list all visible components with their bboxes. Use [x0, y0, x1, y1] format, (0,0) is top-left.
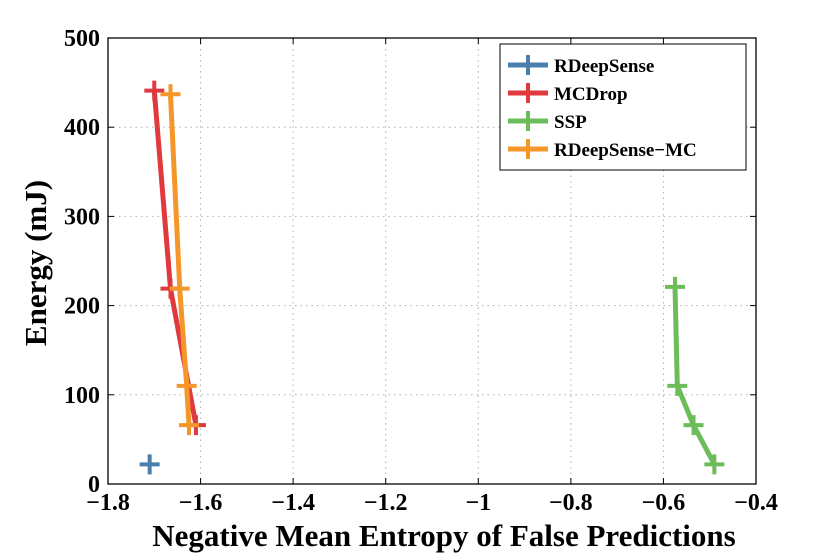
data-point-rdeepsense-mc-2 — [176, 375, 197, 396]
data-point-rdeepsense-mc-1 — [169, 278, 190, 299]
y-axis-title: Energy (mJ) — [18, 180, 53, 346]
series-line-ssp — [672, 286, 717, 466]
y-tick-label-5: 500 — [64, 26, 100, 52]
legend: RDeepSense MCDrop SSP RDeepSense−MC — [499, 43, 747, 171]
legend-entry-ssp: SSP — [508, 111, 587, 133]
axis-ticks — [107, 37, 757, 485]
x-tick-labels: −1.8 −1.6 −1.4 −1.2 −1 −0.8 −0.6 −0.4 — [86, 490, 778, 516]
x-axis-title: Negative Mean Entropy of False Predictio… — [152, 518, 735, 553]
series-rdeepsense — [139, 454, 160, 475]
legend-entry-rdeepsense: RDeepSense — [508, 55, 654, 77]
data-point-ssp-1 — [667, 375, 688, 396]
series-mcdrop — [144, 80, 206, 436]
data-point-ssp-0 — [665, 276, 685, 297]
y-tick-label-3: 300 — [64, 204, 100, 230]
plot-frame — [107, 37, 757, 485]
data-point-rdeepsense-0 — [139, 454, 160, 475]
legend-label-rdeepsense-mc: RDeepSense−MC — [554, 140, 697, 161]
legend-label-rdeepsense: RDeepSense — [554, 56, 654, 77]
series-rdeepsense-mc — [160, 84, 199, 436]
y-tick-label-0: 0 — [88, 472, 100, 498]
data-point-rdeepsense-mc-3 — [179, 415, 199, 436]
data-point-rdeepsense-mc-0 — [160, 84, 181, 105]
x-tick-label-7: −0.4 — [734, 490, 778, 516]
x-tick-label-6: −0.6 — [642, 490, 686, 516]
x-tick-label-4: −1 — [465, 490, 491, 516]
y-tick-label-4: 400 — [64, 115, 100, 141]
y-tick-label-1: 100 — [64, 383, 100, 409]
series-ssp — [665, 276, 725, 475]
y-tick-label-2: 200 — [64, 294, 100, 320]
legend-label-ssp: SSP — [554, 112, 587, 133]
x-tick-label-2: −1.4 — [271, 490, 315, 516]
legend-swatch-mcdrop — [508, 83, 548, 103]
legend-entry-rdeepsense-mc: RDeepSense−MC — [508, 139, 697, 161]
data-point-ssp-2 — [683, 415, 704, 436]
data-point-ssp-3 — [704, 454, 725, 475]
legend-entry-mcdrop: MCDrop — [508, 83, 628, 105]
x-tick-label-3: −1.2 — [364, 490, 408, 516]
series-line-rdeepsense-mc — [167, 94, 192, 426]
legend-swatch-ssp — [508, 111, 548, 131]
x-tick-label-5: −0.8 — [549, 490, 593, 516]
series-layer — [139, 80, 725, 475]
legend-label-mcdrop: MCDrop — [554, 84, 628, 105]
x-tick-label-1: −1.6 — [179, 490, 223, 516]
legend-swatch-rdeepsense — [508, 55, 548, 75]
y-tick-labels: 0 100 200 300 400 500 — [64, 26, 100, 498]
data-point-mcdrop-0 — [144, 80, 165, 101]
x-tick-label-0: −1.8 — [86, 490, 130, 516]
legend-swatch-rdeepsense-mc — [508, 139, 548, 159]
